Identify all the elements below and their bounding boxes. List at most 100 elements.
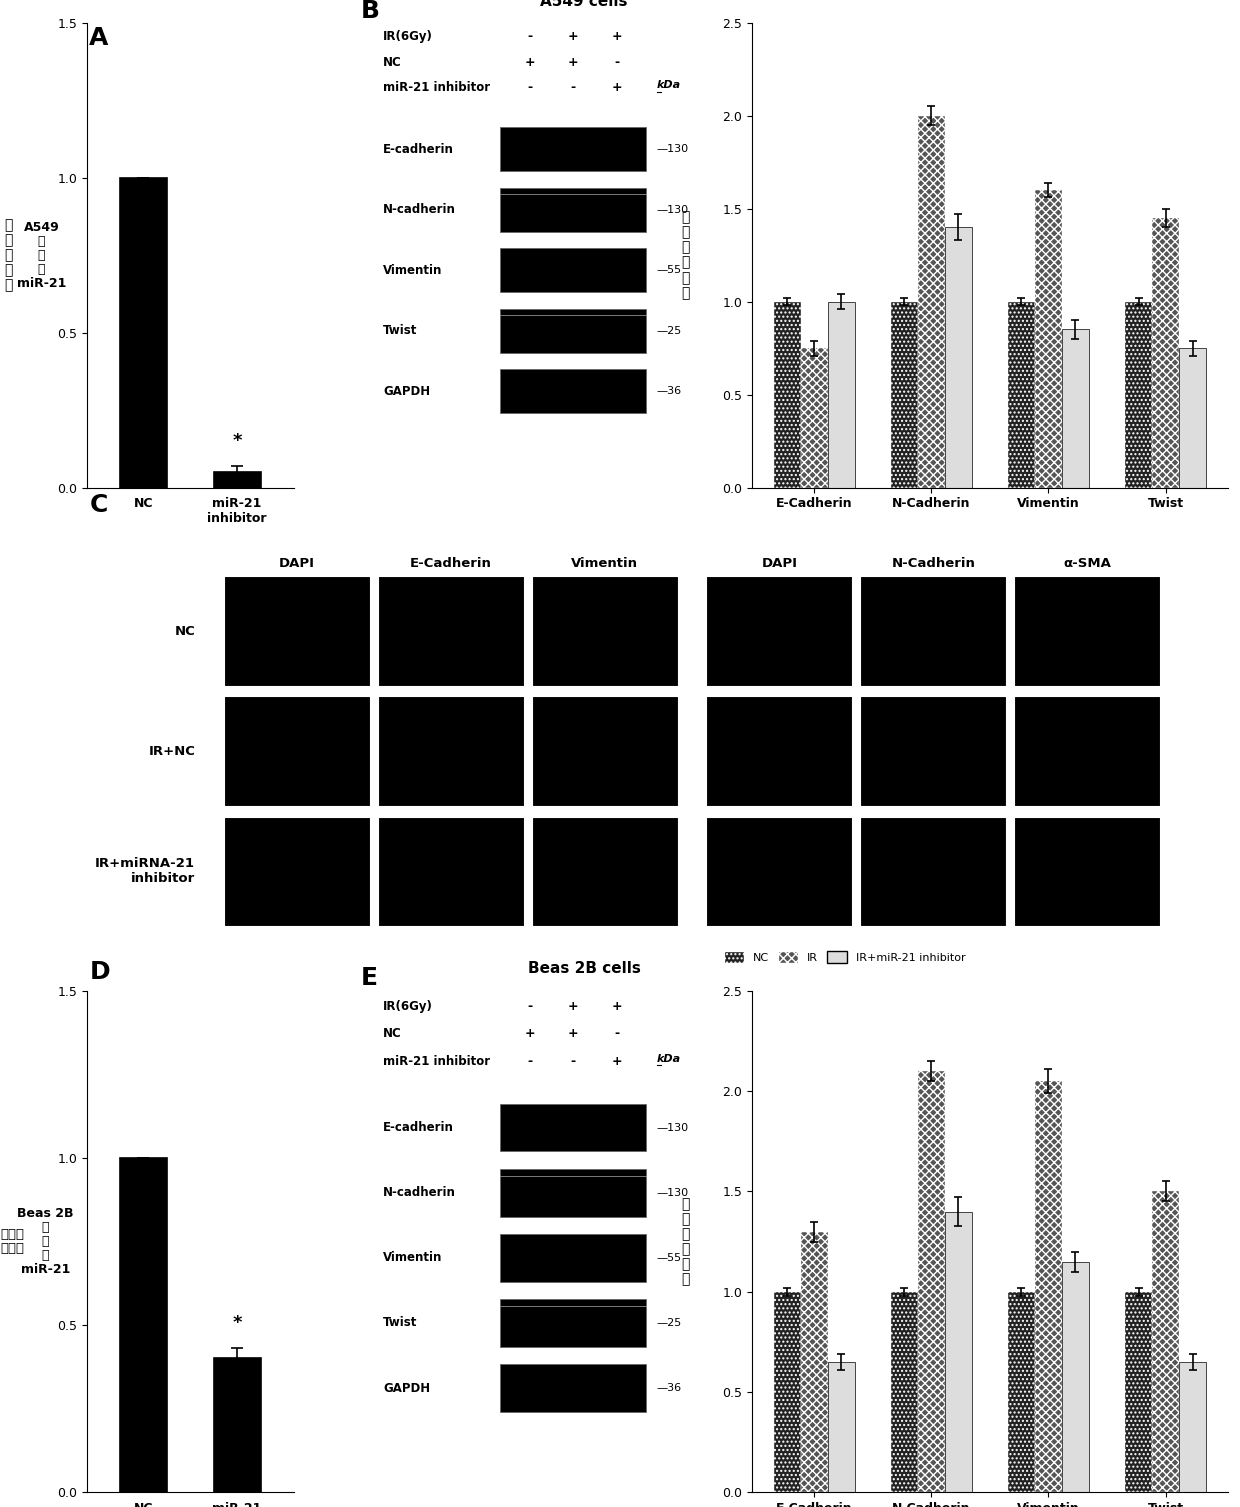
Text: E-Cadherin: E-Cadherin (409, 558, 491, 570)
Text: IR(6Gy): IR(6Gy) (383, 999, 433, 1013)
Bar (1014, 696, 1161, 806)
Text: +: + (611, 81, 622, 95)
Text: -: - (614, 56, 619, 69)
Text: -: - (527, 30, 532, 44)
Bar (707, 817, 852, 927)
Text: E: E (361, 966, 378, 990)
Text: +: + (525, 1028, 534, 1040)
Bar (801, 1231, 827, 1492)
Bar (501, 1299, 646, 1347)
Bar (378, 696, 523, 806)
Text: N-Cadherin: N-Cadherin (892, 558, 975, 570)
Text: —130: —130 (657, 1123, 689, 1133)
Text: C: C (89, 493, 108, 517)
Bar (223, 576, 370, 686)
Text: —25: —25 (657, 326, 682, 336)
Bar (827, 301, 854, 488)
Bar (945, 228, 972, 488)
Text: -: - (527, 81, 532, 95)
Text: Beas 2B cells: Beas 2B cells (528, 961, 641, 977)
Text: A549
细
胞
中
miR-21: A549 细 胞 中 miR-21 (16, 220, 66, 289)
Text: GAPDH: GAPDH (383, 1382, 430, 1394)
Text: miR-21 inhibitor: miR-21 inhibitor (383, 81, 490, 95)
Bar (532, 576, 678, 686)
Text: —25: —25 (657, 1319, 682, 1328)
Text: DAPI: DAPI (279, 558, 315, 570)
Bar (945, 1212, 972, 1492)
Text: NC: NC (383, 1028, 402, 1040)
Bar (1179, 1362, 1207, 1492)
Text: NC: NC (175, 624, 195, 637)
Text: 的相对
表达量: 的相对 表达量 (0, 1228, 25, 1255)
Bar (1061, 330, 1089, 488)
Bar (501, 249, 646, 292)
Bar (501, 1103, 646, 1151)
Bar (1035, 1082, 1061, 1492)
Bar (223, 696, 370, 806)
Bar (1008, 301, 1035, 488)
Bar (532, 817, 678, 927)
Bar (378, 576, 523, 686)
Legend: NC, IR, IR+miR-21 inhibitor: NC, IR, IR+miR-21 inhibitor (719, 946, 970, 967)
Bar (1061, 1261, 1089, 1492)
Bar (1152, 219, 1179, 488)
Text: A549 cells: A549 cells (541, 0, 627, 9)
Bar (1179, 348, 1207, 488)
Bar (501, 1364, 646, 1412)
Bar (801, 348, 827, 488)
Bar (501, 309, 646, 353)
Bar (213, 472, 260, 488)
Text: —130: —130 (657, 1188, 689, 1198)
Bar (501, 127, 646, 172)
Text: +: + (525, 56, 534, 69)
Text: +: + (568, 56, 578, 69)
Text: —36: —36 (657, 386, 682, 396)
Bar (501, 1169, 646, 1216)
Text: +: + (568, 999, 578, 1013)
Bar (890, 301, 918, 488)
Bar (120, 178, 166, 488)
Text: Beas 2B
细
胞
中
miR-21: Beas 2B 细 胞 中 miR-21 (17, 1207, 73, 1276)
Bar (774, 301, 801, 488)
Text: —36: —36 (657, 1383, 682, 1392)
Text: —130: —130 (657, 205, 689, 216)
Text: —130: —130 (657, 145, 689, 154)
Bar (501, 188, 646, 232)
Text: -: - (570, 81, 575, 95)
Text: —55: —55 (657, 265, 682, 276)
Text: A: A (89, 26, 109, 50)
Text: +: + (611, 30, 622, 44)
Text: kDa: kDa (657, 1053, 681, 1064)
Text: +: + (568, 1028, 578, 1040)
Text: +: + (611, 1055, 622, 1068)
Bar (861, 576, 1007, 686)
Text: α-SMA: α-SMA (1064, 558, 1111, 570)
Bar (918, 1071, 945, 1492)
Bar (213, 1358, 260, 1492)
Text: -: - (527, 1055, 532, 1068)
Text: N-cadherin: N-cadherin (383, 1186, 456, 1200)
Text: 相
对
表
达
量: 相 对 表 达 量 (4, 219, 12, 292)
Bar (1014, 817, 1161, 927)
Bar (861, 696, 1007, 806)
Text: *: * (232, 433, 242, 451)
Text: Twist: Twist (383, 324, 418, 338)
Bar (501, 1234, 646, 1281)
Text: N-cadherin: N-cadherin (383, 203, 456, 217)
Text: IR+NC: IR+NC (149, 744, 195, 758)
Text: *: * (232, 1314, 242, 1332)
Text: +: + (611, 999, 622, 1013)
Bar (1035, 190, 1061, 488)
Text: kDa: kDa (657, 80, 681, 90)
Text: —55: —55 (657, 1252, 682, 1263)
Text: Vimentin: Vimentin (383, 1251, 443, 1264)
Bar (1125, 301, 1152, 488)
Bar (1014, 576, 1161, 686)
Text: -: - (570, 1055, 575, 1068)
Text: GAPDH: GAPDH (383, 384, 430, 398)
Text: B: B (361, 0, 379, 23)
Bar (707, 696, 852, 806)
Text: Vimentin: Vimentin (572, 558, 639, 570)
Text: Vimentin: Vimentin (383, 264, 443, 277)
Bar (890, 1291, 918, 1492)
